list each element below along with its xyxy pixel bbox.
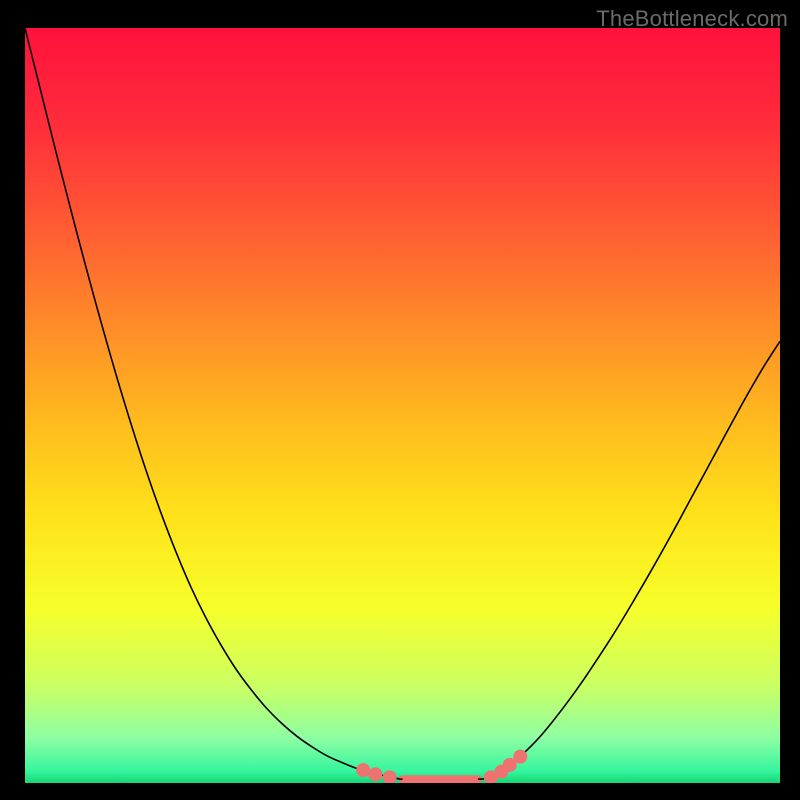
curve-left: [25, 28, 403, 779]
watermark-text: TheBottleneck.com: [596, 6, 788, 32]
marker-point: [513, 750, 527, 764]
chart-canvas: TheBottleneck.com: [0, 0, 800, 800]
marker-point: [383, 770, 397, 783]
marker-point: [356, 763, 370, 777]
curve-right: [478, 341, 780, 779]
chart-svg: [25, 28, 780, 783]
marker-point: [368, 767, 382, 781]
